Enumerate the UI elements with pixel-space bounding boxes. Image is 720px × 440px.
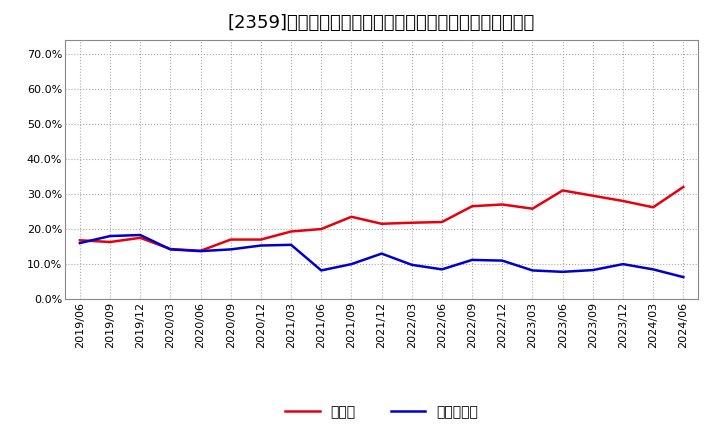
現領金 [468,204,477,209]
有利子負債 [377,251,386,256]
現領金 [287,229,295,234]
現領金 [679,184,688,190]
現領金 [408,220,416,225]
有利子負債 [317,268,325,273]
有利子負債 [197,249,205,254]
有利子負債 [106,233,114,238]
現領金 [528,206,537,211]
有利子負債 [226,247,235,252]
現領金 [136,235,145,240]
現領金 [226,237,235,242]
現領金 [498,202,507,207]
現領金 [377,221,386,227]
有利子負債 [649,267,657,272]
現領金 [558,188,567,193]
有利子負債 [679,275,688,280]
有利子負債 [76,240,84,246]
Title: [2359]　現領金、有利子負債の総資産に対する比率の推移: [2359] 現領金、有利子負債の総資産に対する比率の推移 [228,15,535,33]
有利子負債 [528,268,537,273]
有利子負債 [498,258,507,263]
Legend: 現領金, 有利子負債: 現領金, 有利子負債 [285,405,478,419]
有利子負債 [558,269,567,275]
現領金 [588,193,597,198]
現領金 [197,248,205,253]
有利子負債 [618,261,627,267]
有利子負債 [408,262,416,268]
有利子負債 [256,243,265,248]
有利子負債 [438,267,446,272]
有利子負債 [588,268,597,273]
現領金 [649,205,657,210]
現領金 [76,238,84,243]
Line: 有利子負債: 有利子負債 [80,235,683,277]
現領金 [618,198,627,204]
Line: 現領金: 現領金 [80,187,683,251]
現領金 [166,246,175,252]
有利子負債 [287,242,295,247]
現領金 [317,227,325,232]
有利子負債 [136,232,145,238]
現領金 [347,214,356,220]
有利子負債 [166,247,175,252]
現領金 [438,220,446,225]
現領金 [106,239,114,245]
有利子負債 [468,257,477,263]
有利子負債 [347,261,356,267]
現領金 [256,237,265,242]
